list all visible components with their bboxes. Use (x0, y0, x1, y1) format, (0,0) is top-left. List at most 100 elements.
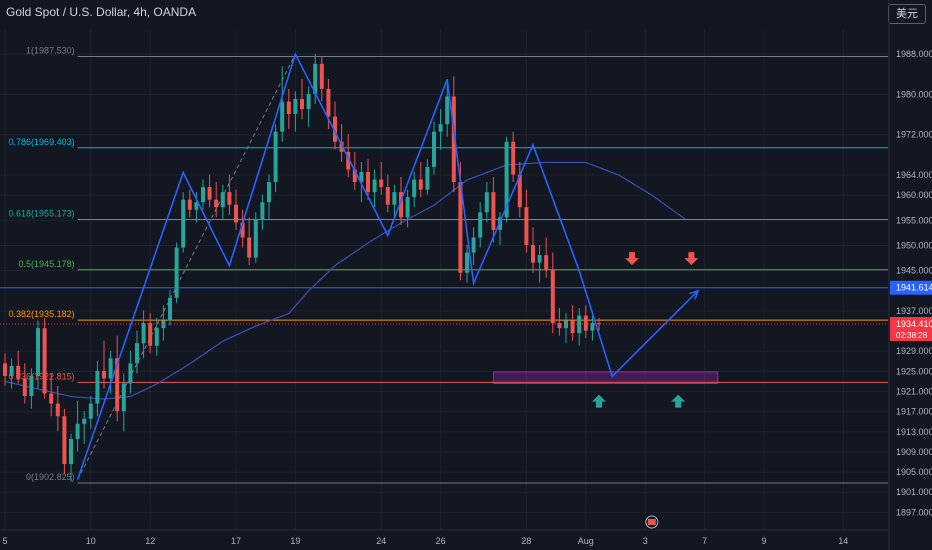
candle-body (319, 63, 324, 89)
candle-body (484, 192, 489, 213)
fib-level-label: 0(1902.825) (26, 472, 75, 482)
candle-body (405, 197, 410, 218)
sell-arrow-icon (684, 252, 699, 266)
candle-body (425, 166, 430, 190)
candle-body (220, 192, 225, 208)
time-tick-label: 14 (838, 536, 848, 546)
time-tick-label: 10 (86, 536, 96, 546)
time-tick-label: 9 (761, 536, 766, 546)
time-tick-label: 19 (290, 536, 300, 546)
candle-body (412, 179, 417, 198)
candle-body (42, 328, 47, 394)
candle-body (16, 365, 21, 379)
candle-body (260, 202, 265, 220)
candle-body (55, 403, 60, 417)
candle-body (69, 438, 73, 465)
candle-body (121, 383, 126, 412)
candle-body (531, 245, 535, 263)
candle-body (286, 101, 291, 115)
candle-body (148, 323, 153, 346)
candle-body (418, 179, 423, 190)
candle-body (564, 320, 568, 329)
candle-body (445, 96, 450, 125)
candle-body (544, 255, 549, 271)
candle-body (62, 416, 67, 465)
price-tick-label: 1917.000 (896, 407, 932, 417)
candle-body (141, 323, 146, 344)
candle-body (267, 182, 271, 203)
candle-body (524, 207, 529, 246)
fib-level-label: 0.786(1969.403) (9, 137, 75, 147)
chart-title: Gold Spot / U.S. Dollar, 4h, OANDA (6, 5, 197, 19)
candle-body (181, 199, 186, 248)
candle-body (491, 192, 496, 230)
candle-body (306, 93, 311, 110)
support-zone (492, 371, 719, 384)
candle-body (102, 370, 106, 379)
candle-body (385, 187, 390, 205)
candle-body (432, 131, 436, 167)
price-tick-label: 1921.000 (896, 387, 932, 397)
candle-body (399, 192, 403, 218)
resistance-price-label: 1941.614 (896, 283, 932, 293)
current-price-label: 1934.410 (896, 319, 932, 329)
candle-body (570, 320, 575, 334)
candle-body (517, 174, 522, 208)
candle-body (504, 141, 509, 218)
candle-body (82, 418, 87, 424)
candle-body (451, 96, 456, 183)
bar-countdown-label: 02:38:28 (896, 331, 928, 340)
candle-body (115, 358, 120, 412)
buy-arrow-icon (671, 394, 686, 408)
candle-body (75, 423, 80, 439)
trend-dashed-line (77, 53, 296, 480)
candle-body (247, 237, 252, 258)
candle-body (253, 219, 258, 258)
candle-body (161, 320, 166, 329)
candle-body (346, 151, 351, 170)
candle-body (438, 124, 443, 132)
fib-level-label: 0.618(1955.173) (9, 208, 75, 218)
candle-body (187, 199, 192, 210)
price-tick-label: 1929.000 (896, 346, 932, 356)
candle-body (583, 315, 588, 331)
candle-body (201, 187, 205, 203)
time-tick-label: 12 (145, 536, 155, 546)
candle-body (9, 365, 14, 376)
candle-body (326, 88, 331, 117)
price-tick-label: 1909.000 (896, 447, 932, 457)
time-tick-label: 5 (2, 536, 7, 546)
time-tick-label: 7 (702, 536, 707, 546)
price-tick-label: 1980.000 (896, 89, 932, 99)
candle-body (168, 297, 172, 321)
current-price-tag (890, 317, 932, 342)
candle-body (379, 179, 384, 188)
candle-body (135, 343, 139, 364)
price-tick-label: 1937.000 (896, 306, 932, 316)
candle-body (3, 363, 7, 376)
fib-level-label: 0.5(1945.178) (19, 259, 75, 269)
price-tick-label: 1960.000 (896, 190, 932, 200)
fib-level-label: 0.382(1935.182) (9, 309, 75, 319)
candle-body (557, 323, 562, 329)
candle-body (174, 247, 179, 298)
price-tick-label: 1950.000 (896, 241, 932, 251)
candle-body (108, 358, 113, 379)
buy-arrow-icon (592, 394, 606, 408)
candle-body (234, 204, 238, 223)
price-tick-label: 1988.000 (896, 49, 932, 59)
time-tick-label: 24 (376, 536, 386, 546)
time-tick-label: 28 (521, 536, 531, 546)
price-tick-label: 1925.000 (896, 366, 932, 376)
candle-body (154, 328, 159, 346)
candle-body (359, 171, 364, 183)
candle-body (313, 63, 318, 94)
time-tick-label: Aug (578, 536, 594, 546)
candle-body (372, 179, 377, 193)
candle-body (471, 237, 476, 253)
time-tick-label: 26 (436, 536, 446, 546)
candle-body (207, 187, 212, 200)
candle-body (511, 141, 516, 175)
price-tick-label: 1964.000 (896, 170, 932, 180)
